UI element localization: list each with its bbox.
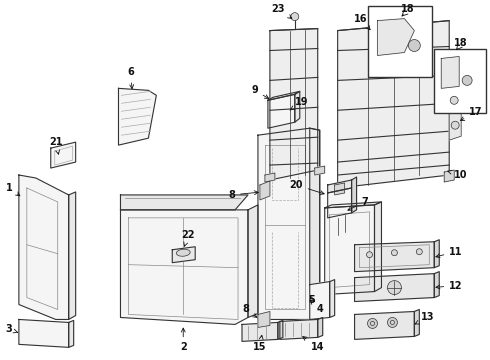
Polygon shape (19, 319, 69, 347)
Polygon shape (278, 320, 283, 339)
Text: 11: 11 (436, 247, 463, 258)
Text: 16: 16 (354, 14, 370, 30)
Polygon shape (441, 57, 459, 88)
Circle shape (408, 40, 420, 51)
Polygon shape (328, 180, 352, 193)
Circle shape (291, 13, 299, 21)
Polygon shape (330, 280, 335, 318)
Polygon shape (268, 94, 295, 128)
Polygon shape (19, 175, 69, 319)
Polygon shape (325, 205, 374, 294)
Text: 22: 22 (181, 230, 195, 246)
Text: 9: 9 (251, 85, 269, 98)
Text: 8: 8 (242, 305, 257, 318)
Text: 8: 8 (228, 190, 258, 200)
Polygon shape (352, 177, 357, 213)
Polygon shape (69, 320, 74, 347)
Text: 6: 6 (127, 67, 134, 89)
Polygon shape (310, 128, 319, 319)
Polygon shape (355, 274, 434, 302)
Polygon shape (355, 242, 434, 272)
Text: 18: 18 (454, 37, 468, 48)
Polygon shape (280, 319, 318, 339)
Polygon shape (374, 202, 382, 292)
Polygon shape (315, 166, 325, 175)
Polygon shape (69, 192, 75, 319)
Text: 13: 13 (415, 312, 435, 324)
Polygon shape (119, 88, 156, 145)
Polygon shape (242, 323, 278, 341)
Text: 10: 10 (448, 170, 467, 180)
Text: 14: 14 (303, 337, 324, 352)
Text: 19: 19 (290, 97, 309, 110)
Text: 3: 3 (5, 324, 18, 334)
Text: 1: 1 (5, 183, 20, 196)
Polygon shape (270, 28, 318, 180)
Polygon shape (51, 142, 75, 168)
Text: 4: 4 (310, 300, 323, 315)
Polygon shape (434, 240, 439, 268)
Text: 12: 12 (436, 280, 463, 291)
Polygon shape (258, 128, 319, 319)
Polygon shape (260, 181, 270, 200)
Polygon shape (335, 183, 344, 195)
Circle shape (374, 31, 385, 41)
Polygon shape (310, 282, 330, 319)
Bar (368, 6, 432, 77)
Polygon shape (268, 91, 300, 100)
Text: 7: 7 (348, 197, 368, 210)
Polygon shape (265, 173, 275, 182)
Polygon shape (318, 318, 323, 337)
Circle shape (370, 321, 374, 325)
Text: 5: 5 (308, 294, 315, 305)
Circle shape (391, 320, 394, 324)
Bar (434, 49, 486, 113)
Circle shape (416, 249, 422, 255)
Text: 20: 20 (289, 180, 324, 194)
Circle shape (388, 318, 397, 328)
Text: 18: 18 (400, 4, 414, 14)
Text: 15: 15 (253, 335, 267, 352)
Polygon shape (415, 310, 419, 336)
Text: 2: 2 (180, 328, 187, 352)
Polygon shape (434, 272, 439, 298)
Polygon shape (377, 19, 415, 55)
Polygon shape (338, 21, 449, 188)
Polygon shape (444, 170, 454, 182)
Circle shape (388, 280, 401, 294)
Circle shape (462, 75, 472, 85)
Polygon shape (449, 108, 461, 140)
Polygon shape (172, 247, 195, 263)
Circle shape (367, 252, 372, 258)
Text: 17: 17 (461, 107, 483, 121)
Text: 21: 21 (49, 137, 63, 154)
Polygon shape (121, 210, 248, 324)
Circle shape (368, 319, 377, 328)
Polygon shape (325, 202, 382, 208)
Circle shape (451, 121, 459, 129)
Polygon shape (248, 205, 258, 318)
Polygon shape (328, 188, 352, 218)
Polygon shape (121, 195, 248, 210)
Polygon shape (295, 91, 300, 122)
Polygon shape (258, 311, 270, 328)
Ellipse shape (176, 249, 190, 256)
Circle shape (392, 250, 397, 256)
Polygon shape (369, 21, 390, 45)
Circle shape (450, 96, 458, 104)
Text: 23: 23 (271, 4, 292, 18)
Polygon shape (355, 311, 415, 339)
